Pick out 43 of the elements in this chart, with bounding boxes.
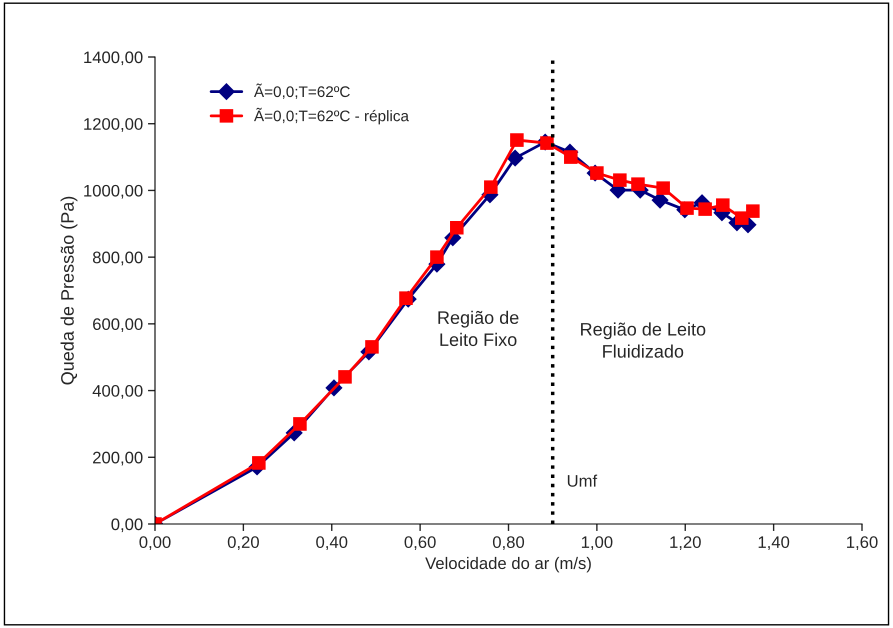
point bbox=[365, 340, 379, 354]
y-tick-label: 0,00 bbox=[111, 518, 143, 532]
point bbox=[631, 177, 645, 191]
point bbox=[656, 181, 670, 195]
point bbox=[252, 456, 266, 470]
point bbox=[716, 198, 730, 212]
point bbox=[564, 150, 578, 164]
point bbox=[698, 202, 712, 216]
y-axis-title: Queda de Pressão (Pa) bbox=[60, 196, 78, 384]
y-tick-label: 1400,00 bbox=[84, 51, 143, 66]
y-tick-label: 200,00 bbox=[93, 452, 143, 466]
x-tick-label: 1,20 bbox=[670, 536, 701, 550]
point bbox=[338, 370, 352, 384]
x-axis-title: Velocidade do ar (m/s) bbox=[425, 556, 591, 572]
y-tick-label: 600,00 bbox=[93, 318, 143, 332]
y-tick-label: 1200,00 bbox=[84, 118, 143, 132]
x-tick-label: 0,20 bbox=[228, 536, 259, 550]
y-tick-label: 400,00 bbox=[92, 384, 143, 399]
ref-line-label: Umf bbox=[568, 474, 598, 487]
legend-label: Ã=0,0;T=62ºC - réplica bbox=[254, 108, 409, 124]
point bbox=[450, 221, 464, 235]
x-tick-label: 1,40 bbox=[758, 536, 790, 550]
x-tick-label: 0,00 bbox=[139, 536, 171, 550]
point bbox=[510, 133, 524, 147]
point bbox=[735, 211, 749, 225]
point bbox=[680, 201, 694, 215]
point bbox=[506, 150, 524, 166]
point bbox=[484, 180, 498, 194]
point bbox=[613, 173, 627, 187]
legend-label: Ã=0,0;T=62ºC bbox=[254, 84, 350, 99]
x-tick-label: 0,80 bbox=[492, 536, 524, 550]
point bbox=[430, 250, 444, 264]
point bbox=[293, 417, 307, 431]
x-tick-label: 1,00 bbox=[582, 536, 612, 550]
y-tick-label: 800,00 bbox=[92, 252, 143, 266]
x-tick-label: 0,40 bbox=[316, 536, 348, 550]
x-tick-label: 0,60 bbox=[404, 536, 436, 550]
annotation: Região de Leito Fixo bbox=[438, 310, 518, 346]
annotation: Região de Leito Fluidizado bbox=[581, 322, 706, 358]
y-tick-label: 1000,00 bbox=[84, 184, 143, 199]
x-tick-label: 1,60 bbox=[847, 536, 878, 550]
point bbox=[746, 204, 760, 218]
point bbox=[399, 291, 413, 305]
